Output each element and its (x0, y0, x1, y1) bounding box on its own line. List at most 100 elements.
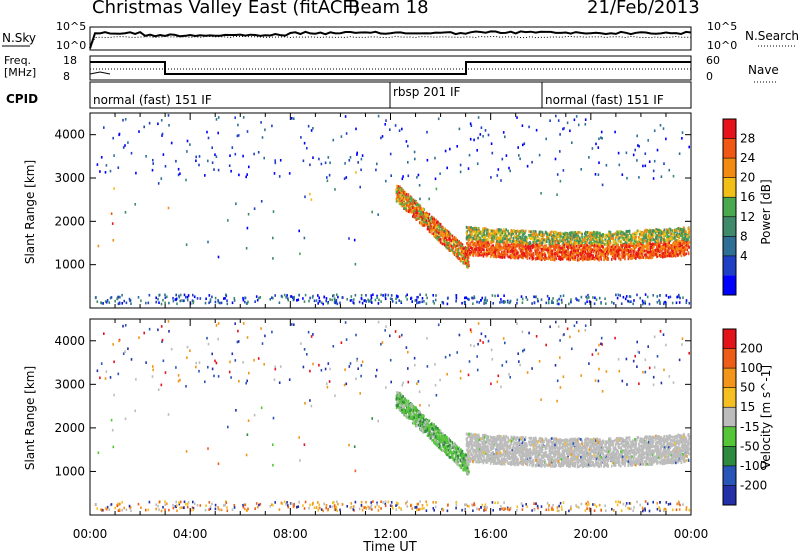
data-cell (420, 213, 422, 216)
data-cell (581, 251, 584, 255)
data-cell (556, 254, 559, 257)
data-cell (460, 241, 462, 245)
data-cell (683, 245, 686, 249)
data-cell (466, 259, 468, 263)
data-cell (582, 258, 584, 262)
data-cell (408, 203, 411, 206)
data-cell (593, 237, 596, 240)
data-cell (431, 217, 434, 221)
data-cell (492, 250, 494, 254)
data-cell (438, 225, 441, 229)
data-cell (113, 187, 115, 190)
data-cell (435, 187, 438, 191)
data-cell (458, 241, 460, 244)
data-cell (428, 220, 430, 223)
data-cell (405, 202, 408, 205)
data-cell (476, 248, 479, 251)
data-cell (635, 235, 638, 239)
data-cell (471, 250, 474, 254)
data-cell (412, 213, 415, 217)
data-cell (624, 257, 626, 261)
data-cell (592, 250, 595, 254)
data-cell (512, 239, 515, 242)
data-cell (611, 255, 614, 258)
data-cell (672, 242, 674, 246)
data-cell (227, 219, 229, 222)
data-cell (650, 237, 652, 240)
data-cell (600, 258, 603, 261)
data-cell (448, 249, 451, 252)
data-cell (553, 239, 555, 243)
data-cell (570, 235, 573, 239)
data-cell (548, 256, 551, 260)
data-cell (584, 240, 587, 244)
data-cell (570, 246, 573, 250)
data-cell (253, 207, 256, 210)
data-cell (638, 252, 641, 255)
data-cell (520, 239, 523, 243)
data-cell (501, 229, 504, 233)
data-cell (617, 243, 619, 247)
data-cell (426, 227, 429, 231)
data-cell (611, 258, 613, 261)
data-cell (467, 263, 470, 266)
data-cell (449, 232, 451, 236)
data-cell (444, 229, 447, 233)
data-cell (533, 231, 535, 234)
date-label: 21/Feb/2013 (587, 0, 700, 18)
data-cell (485, 254, 488, 258)
data-cell (554, 240, 557, 243)
data-cell (483, 250, 485, 254)
data-cell (661, 245, 664, 248)
data-cell (437, 223, 440, 226)
data-cell (661, 238, 663, 241)
data-cell (544, 258, 546, 261)
data-cell (623, 246, 626, 250)
data-cell (455, 250, 458, 253)
data-cell (439, 233, 442, 236)
data-cell (636, 255, 639, 258)
data-cell (563, 234, 566, 237)
data-cell (681, 238, 683, 241)
data-cell (601, 245, 603, 248)
data-cell (639, 230, 642, 234)
data-cell (658, 229, 661, 232)
data-cell (555, 231, 558, 234)
data-cell (412, 201, 415, 205)
data-cell (483, 238, 486, 242)
data-cell (685, 232, 687, 235)
data-cell (579, 238, 581, 242)
data-cell (428, 212, 431, 216)
data-cell (520, 238, 522, 241)
data-cell (398, 197, 401, 201)
data-cell (403, 201, 405, 205)
data-cell (397, 194, 399, 197)
data-cell (405, 199, 408, 202)
data-cell (450, 244, 453, 248)
data-cell (443, 237, 445, 241)
data-cell (528, 236, 531, 240)
data-cell (443, 234, 445, 238)
data-cell (524, 229, 527, 233)
data-cell (453, 236, 456, 240)
data-cell (464, 262, 466, 265)
data-cell (112, 239, 115, 242)
data-cell (403, 192, 406, 196)
data-cell (560, 239, 563, 242)
data-cell (522, 255, 524, 258)
data-cell (593, 233, 595, 237)
data-cell (449, 236, 451, 239)
data-cell (417, 209, 420, 212)
data-cell (648, 251, 650, 254)
data-cell (403, 206, 405, 210)
nsky-trace (89, 30, 692, 49)
data-cell (400, 204, 403, 208)
nave-tick-top: 60 (706, 54, 720, 67)
data-cell (601, 183, 604, 187)
data-cell (538, 232, 540, 236)
data-cell (531, 244, 533, 248)
data-cell (419, 213, 421, 217)
data-cell (436, 220, 439, 223)
data-cell (492, 249, 494, 252)
data-cell (487, 238, 489, 242)
